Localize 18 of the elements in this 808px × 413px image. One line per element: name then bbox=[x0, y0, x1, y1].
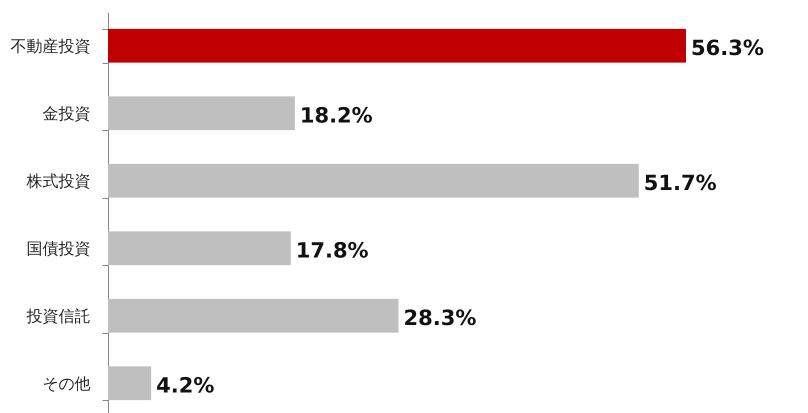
data-label: 17.8% bbox=[296, 238, 369, 262]
data-label: 18.2% bbox=[300, 103, 373, 128]
y-tick-label: 金投資 bbox=[42, 104, 90, 123]
y-tick-label: 国債投資 bbox=[26, 238, 90, 258]
bar bbox=[108, 231, 291, 266]
data-label: 51.7% bbox=[644, 170, 717, 195]
data-label: 4.2% bbox=[156, 373, 214, 398]
y-tick-label: その他 bbox=[42, 374, 90, 393]
bar bbox=[108, 28, 686, 63]
data-label: 28.3% bbox=[404, 306, 476, 330]
y-tick-label: 株式投資 bbox=[26, 171, 90, 190]
bar bbox=[108, 164, 639, 198]
y-tick-label: 不動産投資 bbox=[10, 36, 90, 56]
data-label: 56.3% bbox=[691, 36, 764, 60]
y-tick-label: 投資信託 bbox=[26, 306, 90, 326]
bar bbox=[108, 298, 399, 333]
bar bbox=[108, 366, 152, 400]
bar bbox=[108, 96, 295, 130]
